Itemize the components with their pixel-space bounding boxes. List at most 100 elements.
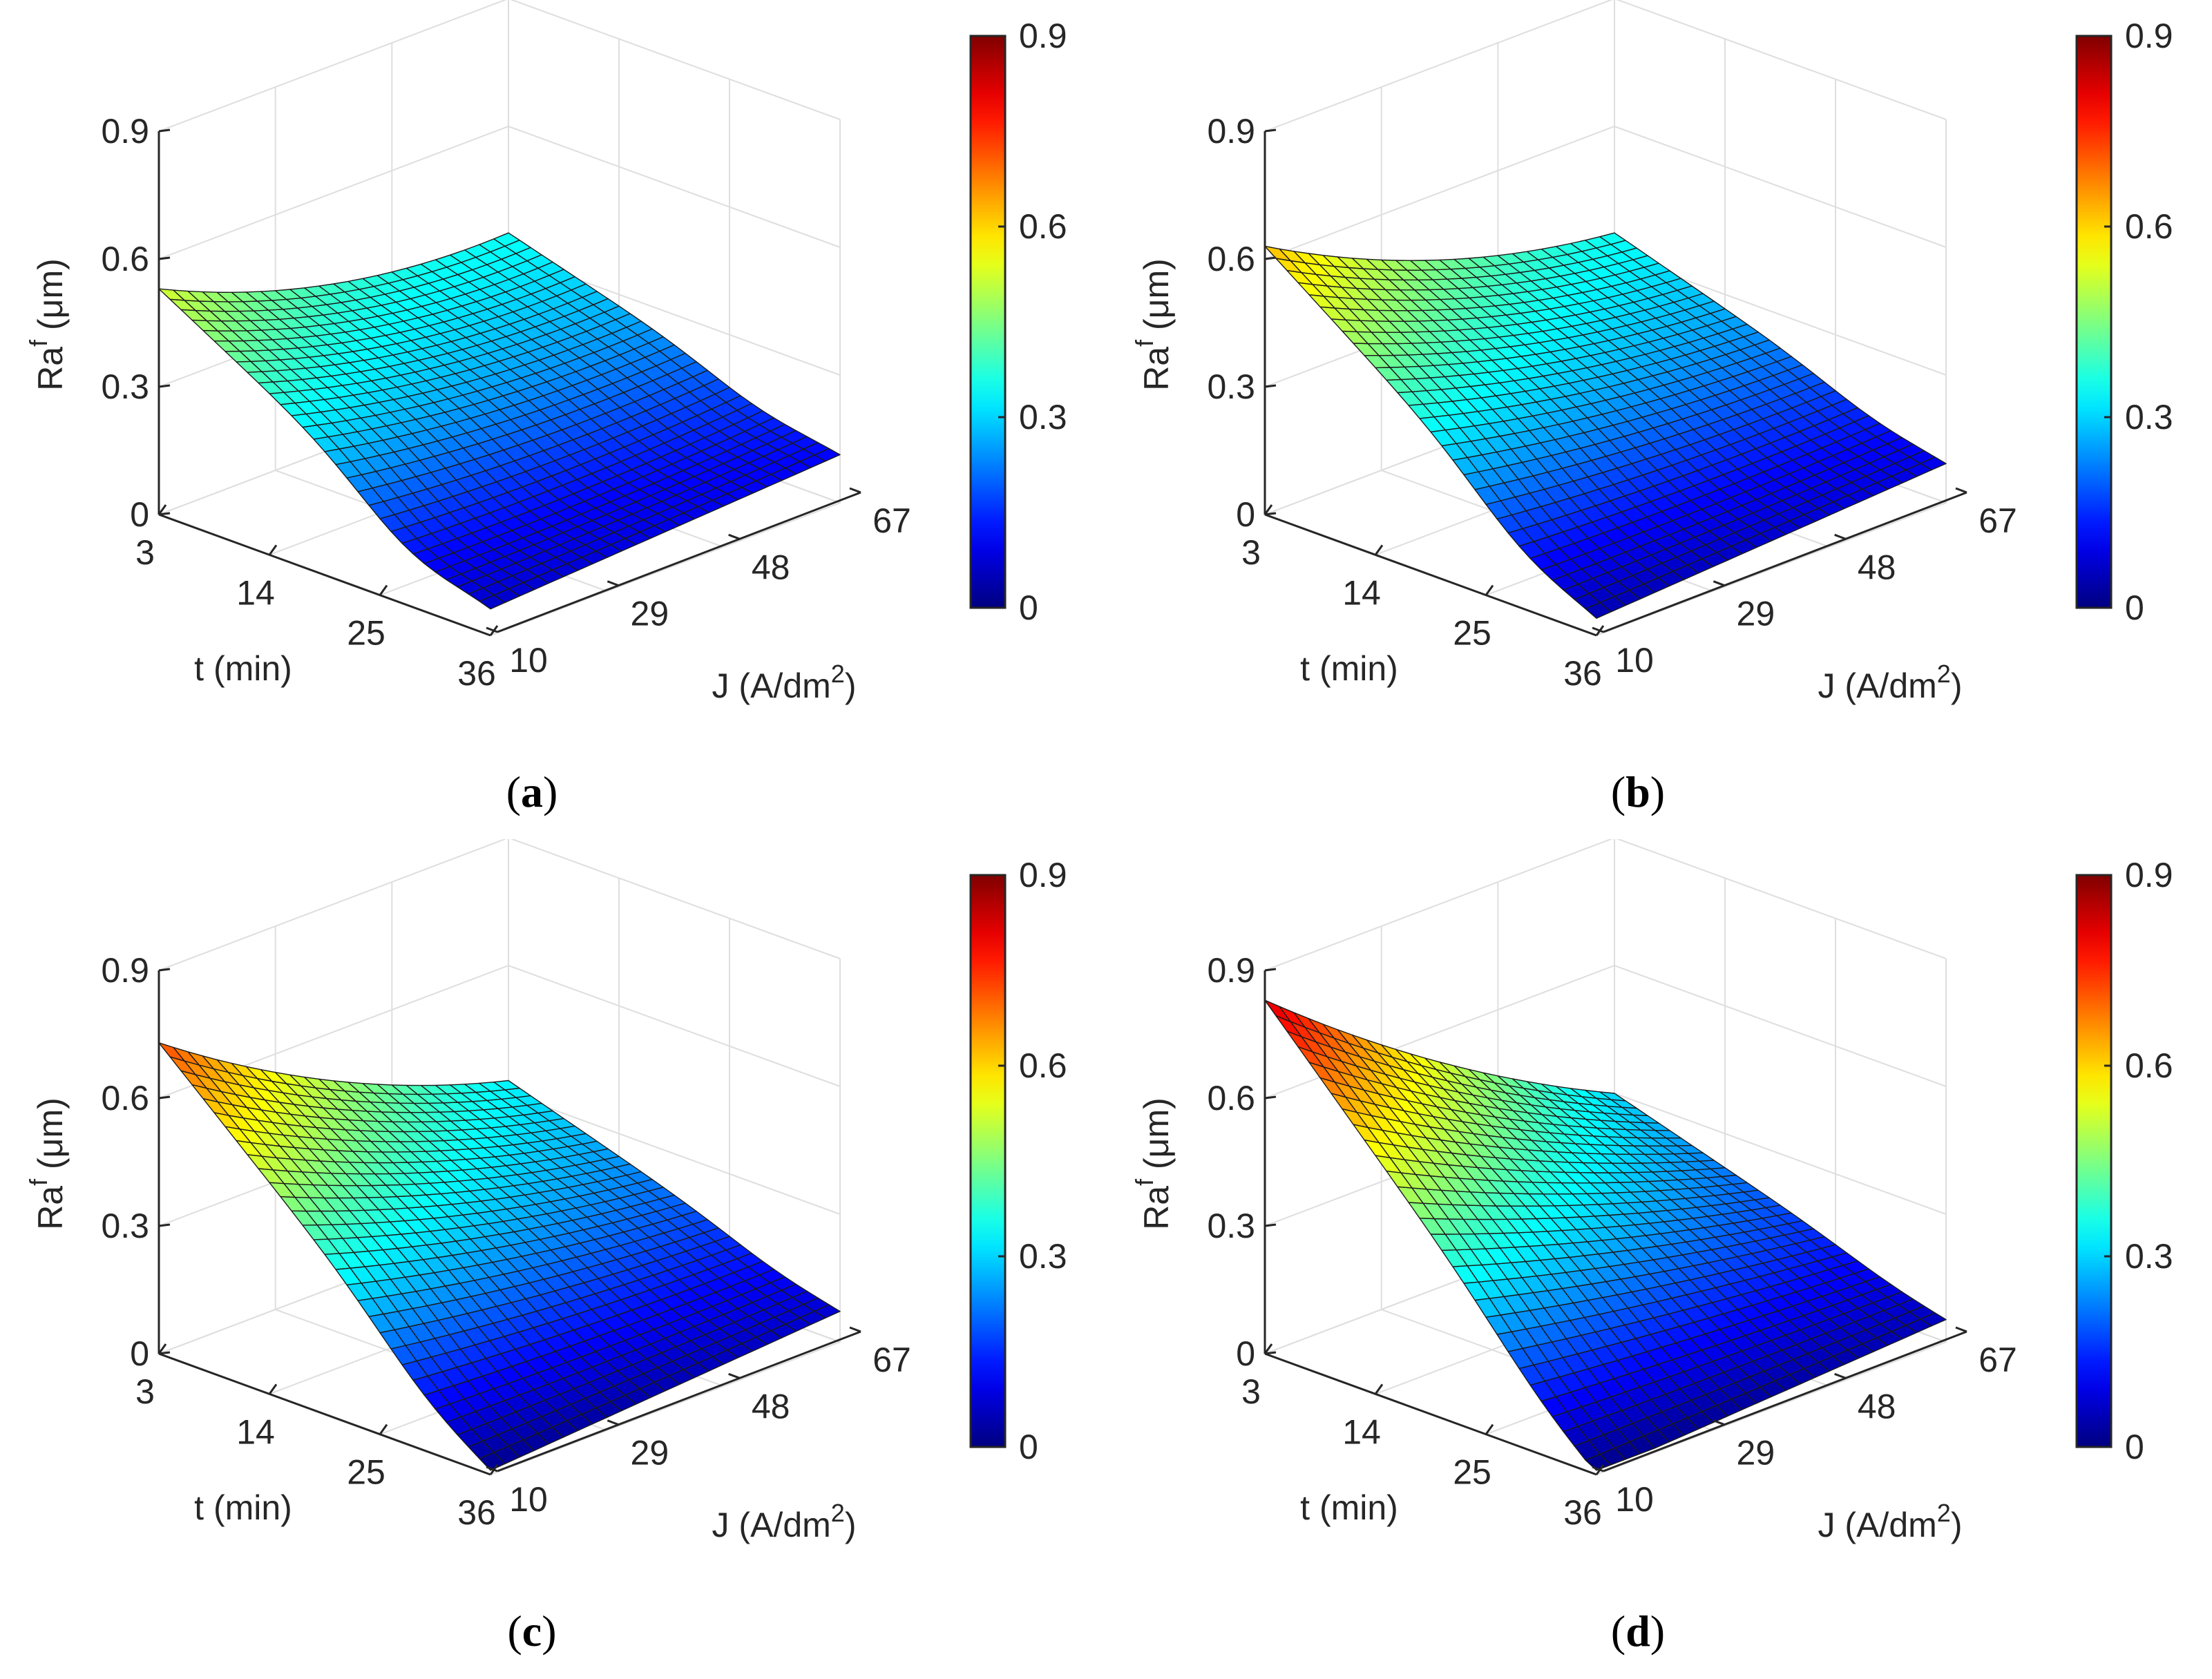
j-axis-line [497, 491, 861, 633]
panel-caption: (c) [507, 1606, 556, 1656]
panel-d: 0 0.3 0.6 0.9 3 14 25 36 10 29 48 67 t (min) J (A/dm2… [1106, 839, 2212, 1678]
surface-patch [493, 232, 520, 247]
t-tick-label: 36 [1563, 654, 1602, 693]
t-axis-label: t (min) [194, 1488, 292, 1527]
j-tick-label: 48 [752, 1387, 790, 1426]
panel-caption: (d) [1611, 1606, 1665, 1656]
j-tick-label: 67 [1979, 1341, 2017, 1379]
j-tick-label: 48 [752, 548, 790, 586]
t-axis-line [158, 1352, 491, 1476]
j-axis-label: J (A/dm2) [712, 1499, 857, 1544]
j-tick-label: 67 [873, 1341, 911, 1379]
z-tick-label: 0.3 [1207, 1207, 1255, 1245]
colorbar-tick-label: 0.9 [1019, 17, 1067, 55]
t-tick-label: 25 [1453, 614, 1491, 653]
surface-chart-a: 0 0.3 0.6 0.9 3 14 25 36 10 29 48 67 t (min) J (A/dm2… [24, 0, 1067, 816]
j-tick-label: 29 [1737, 1434, 1775, 1472]
t-tick-label: 14 [1342, 573, 1381, 612]
t-tick-label: 36 [457, 654, 496, 693]
panel-caption: (b) [1611, 767, 1665, 816]
colorbar-tick-label: 0.9 [2125, 856, 2173, 894]
z-tick-label: 0 [130, 495, 149, 534]
z-tick-label: 0 [1236, 495, 1255, 534]
z-axis-label: Raf (μm) [24, 1097, 70, 1230]
t-axis-line [1264, 1352, 1597, 1476]
t-tick-label: 25 [347, 1453, 385, 1492]
z-tick-label: 0.9 [1207, 951, 1255, 990]
axes: 0 0.3 0.6 0.9 3 14 25 36 10 29 48 67 [101, 112, 910, 693]
z-axis-label: Raf (μm) [1130, 1097, 1176, 1230]
surface-mesh [158, 232, 841, 610]
z-tick-label: 0.3 [1207, 367, 1255, 406]
j-tick-label: 10 [509, 1480, 548, 1519]
colorbar-tick-label: 0 [2125, 588, 2144, 627]
colorbar-tick-label: 0.9 [2125, 17, 2173, 55]
j-axis-line [1603, 1330, 1967, 1472]
z-axis-label: Raf (μm) [1130, 258, 1176, 391]
t-tick-label: 14 [236, 573, 275, 612]
j-axis-label: J (A/dm2) [1818, 660, 1963, 705]
colorbar-tick-label: 0.3 [1019, 398, 1067, 436]
z-tick-label: 0.9 [101, 951, 149, 990]
surface-mesh [158, 1042, 841, 1471]
j-tick-label: 48 [1858, 1387, 1896, 1426]
surface-patch [493, 1080, 520, 1091]
t-tick-label: 14 [1342, 1412, 1381, 1451]
j-tick-label: 48 [1858, 548, 1896, 586]
axes: 0 0.3 0.6 0.9 3 14 25 36 10 29 48 67 [101, 951, 910, 1532]
colorbar-tick-label: 0.3 [2125, 1237, 2173, 1276]
z-tick-label: 0.6 [101, 1079, 149, 1117]
colorbar: 0 0.3 0.6 0.9 [969, 856, 1067, 1466]
axes: 0 0.3 0.6 0.9 3 14 25 36 10 29 48 67 [1207, 951, 2016, 1532]
colorbar: 0 0.3 0.6 0.9 [2075, 17, 2173, 627]
j-axis-line [1603, 491, 1967, 633]
panel-caption: (a) [506, 767, 558, 816]
t-tick-label: 14 [236, 1412, 275, 1451]
panel-a: 0 0.3 0.6 0.9 3 14 25 36 10 29 48 67 t (min) J (A/dm2… [0, 0, 1106, 839]
surface-patch [1599, 1091, 1626, 1102]
t-axis-label: t (min) [1300, 649, 1398, 688]
colorbar-tick-label: 0.3 [2125, 398, 2173, 436]
t-axis-line [158, 513, 491, 637]
j-axis-label: J (A/dm2) [1818, 1499, 1963, 1544]
axes: 0 0.3 0.6 0.9 3 14 25 36 10 29 48 67 [1207, 112, 2016, 693]
z-tick-label: 0.9 [101, 112, 149, 151]
colorbar-tick-label: 0.9 [1019, 856, 1067, 894]
panel-c: 0 0.3 0.6 0.9 3 14 25 36 10 29 48 67 t (min) J (A/dm2… [0, 839, 1106, 1678]
j-tick-label: 10 [509, 641, 548, 680]
colorbar-tick-label: 0.6 [2125, 207, 2173, 246]
surface-chart-b: 0 0.3 0.6 0.9 3 14 25 36 10 29 48 67 t (min) J (A/dm2… [1130, 0, 2173, 816]
colorbar-tick-label: 0 [1019, 588, 1038, 627]
j-tick-label: 67 [1979, 501, 2017, 540]
colorbar-tick-label: 0.6 [1019, 1046, 1067, 1085]
t-axis-label: t (min) [194, 649, 292, 688]
surface-patch [1599, 232, 1626, 245]
colorbar-tick-label: 0.3 [1019, 1237, 1067, 1276]
t-tick-label: 3 [1241, 533, 1261, 572]
t-tick-label: 36 [1563, 1493, 1602, 1532]
surface-mesh [1264, 999, 1947, 1471]
surface-chart-d: 0 0.3 0.6 0.9 3 14 25 36 10 29 48 67 t (min) J (A/dm2… [1130, 839, 2173, 1656]
surface-chart-c: 0 0.3 0.6 0.9 3 14 25 36 10 29 48 67 t (min) J (A/dm2… [24, 839, 1067, 1656]
z-tick-label: 0.3 [101, 367, 149, 406]
j-tick-label: 10 [1615, 641, 1654, 680]
j-tick-label: 29 [631, 595, 669, 633]
z-tick-label: 0 [130, 1334, 149, 1373]
j-axis-line [497, 1330, 861, 1472]
j-tick-label: 29 [1737, 595, 1775, 633]
panel-b: 0 0.3 0.6 0.9 3 14 25 36 10 29 48 67 t (min) J (A/dm2… [1106, 0, 2212, 839]
z-axis-label: Raf (μm) [24, 258, 70, 391]
t-axis-label: t (min) [1300, 1488, 1398, 1527]
j-tick-label: 10 [1615, 1480, 1654, 1519]
z-tick-label: 0.3 [101, 1207, 149, 1245]
z-tick-label: 0.9 [1207, 112, 1255, 151]
z-tick-label: 0 [1236, 1334, 1255, 1373]
z-tick-label: 0.6 [1207, 1079, 1255, 1117]
t-axis-line [1264, 513, 1597, 637]
surface-mesh [1264, 232, 1947, 619]
colorbar-tick-label: 0.6 [1019, 207, 1067, 246]
z-tick-label: 0.6 [1207, 240, 1255, 278]
t-tick-label: 25 [347, 614, 385, 653]
t-tick-label: 3 [1241, 1372, 1261, 1411]
t-tick-label: 25 [1453, 1453, 1491, 1492]
